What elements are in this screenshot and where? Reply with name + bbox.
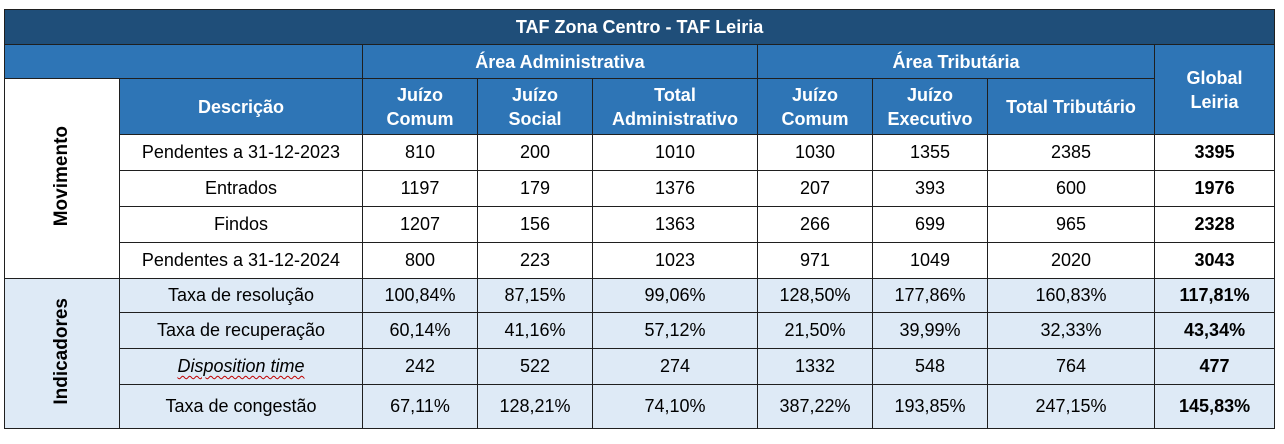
cell: 100,84% <box>362 278 478 313</box>
row-label: Entrados <box>119 170 363 207</box>
row-label: Taxa de congestão <box>119 384 363 429</box>
col-juizo-comum-trib: Juízo Comum <box>757 78 873 135</box>
cell: 179 <box>477 170 593 207</box>
cell: 160,83% <box>987 278 1155 313</box>
cell: 39,99% <box>872 312 988 349</box>
global-cell: 477 <box>1153 348 1276 385</box>
col-descricao: Descrição <box>119 78 363 135</box>
cell: 99,06% <box>592 278 758 313</box>
table-row: Indicadores Taxa de resolução 100,84% 87… <box>4 278 1276 429</box>
cell: 1023 <box>592 242 758 279</box>
global-leiria-header: Global Leiria <box>1153 44 1276 135</box>
cell: 21,50% <box>757 312 873 349</box>
global-cell: 3395 <box>1153 134 1276 171</box>
global-cell: 2328 <box>1153 206 1276 243</box>
cell: 1355 <box>872 134 988 171</box>
cell: 1010 <box>592 134 758 171</box>
row-label: Disposition time <box>119 348 363 385</box>
cell: 274 <box>592 348 758 385</box>
area-tributaria-header: Área Tributária <box>757 44 1155 79</box>
col-total-administrativo: Total Administrativo <box>592 78 758 135</box>
global-cell: 1976 <box>1153 170 1276 207</box>
col-juizo-social: Juízo Social <box>477 78 593 135</box>
cell: 200 <box>477 134 593 171</box>
row-label: Pendentes a 31-12-2024 <box>119 242 363 279</box>
col-juizo-executivo: Juízo Executivo <box>872 78 988 135</box>
cell: 2385 <box>987 134 1155 171</box>
global-cell: 43,34% <box>1153 312 1276 349</box>
cell: 247,15% <box>987 384 1155 429</box>
cell: 57,12% <box>592 312 758 349</box>
cell: 1332 <box>757 348 873 385</box>
cell: 387,22% <box>757 384 873 429</box>
indicadores-section-label: Indicadores <box>4 278 120 429</box>
table-row: Pendentes a 31-12-2024 800 223 1023 971 … <box>5 242 1276 279</box>
row-label: Findos <box>119 206 363 243</box>
cell: 699 <box>872 206 988 243</box>
cell: 156 <box>477 206 593 243</box>
global-cell: 117,81% <box>1153 278 1276 313</box>
disposition-time-label: Disposition time <box>177 356 305 376</box>
cell: 522 <box>477 348 593 385</box>
cell: 1197 <box>362 170 478 207</box>
cell: 548 <box>872 348 988 385</box>
global-cell: 145,83% <box>1153 384 1276 429</box>
movimento-section-label: Movimento <box>4 78 120 279</box>
col-juizo-comum-adm: Juízo Comum <box>362 78 478 135</box>
cell: 600 <box>987 170 1155 207</box>
cell: 764 <box>987 348 1155 385</box>
cell: 74,10% <box>592 384 758 429</box>
table-row: Disposition time 242 522 274 1332 548 76… <box>5 348 1276 385</box>
cell: 128,50% <box>757 278 873 313</box>
statistics-table: TAF Zona Centro - TAF Leiria Área Admini… <box>3 9 1276 429</box>
cell: 1207 <box>362 206 478 243</box>
cell: 242 <box>362 348 478 385</box>
table-row: Taxa de recuperação 60,14% 41,16% 57,12%… <box>5 312 1276 349</box>
cell: 41,16% <box>477 312 593 349</box>
cell: 971 <box>757 242 873 279</box>
cell: 1030 <box>757 134 873 171</box>
global-cell: 3043 <box>1153 242 1276 279</box>
table-row: Entrados 1197 179 1376 207 393 600 1976 <box>5 170 1276 207</box>
cell: 1363 <box>592 206 758 243</box>
col-total-tributario: Total Tributário <box>987 78 1155 135</box>
cell: 393 <box>872 170 988 207</box>
cell: 87,15% <box>477 278 593 313</box>
cell: 193,85% <box>872 384 988 429</box>
area-administrativa-header: Área Administrativa <box>362 44 758 79</box>
table-title: TAF Zona Centro - TAF Leiria <box>3 9 1276 45</box>
cell: 223 <box>477 242 593 279</box>
header-blank <box>4 44 363 79</box>
cell: 67,11% <box>362 384 478 429</box>
row-label: Taxa de resolução <box>119 278 363 313</box>
cell: 800 <box>362 242 478 279</box>
table-row: Pendentes a 31-12-2023 810 200 1010 1030… <box>5 134 1276 171</box>
cell: 60,14% <box>362 312 478 349</box>
row-label: Pendentes a 31-12-2023 <box>119 134 363 171</box>
table-row: Taxa de congestão 67,11% 128,21% 74,10% … <box>5 384 1276 429</box>
cell: 32,33% <box>987 312 1155 349</box>
cell: 2020 <box>987 242 1155 279</box>
cell: 810 <box>362 134 478 171</box>
table-row: Findos 1207 156 1363 266 699 965 2328 <box>5 206 1276 243</box>
cell: 266 <box>757 206 873 243</box>
cell: 128,21% <box>477 384 593 429</box>
cell: 1049 <box>872 242 988 279</box>
cell: 177,86% <box>872 278 988 313</box>
cell: 207 <box>757 170 873 207</box>
cell: 1376 <box>592 170 758 207</box>
row-label: Taxa de recuperação <box>119 312 363 349</box>
cell: 965 <box>987 206 1155 243</box>
